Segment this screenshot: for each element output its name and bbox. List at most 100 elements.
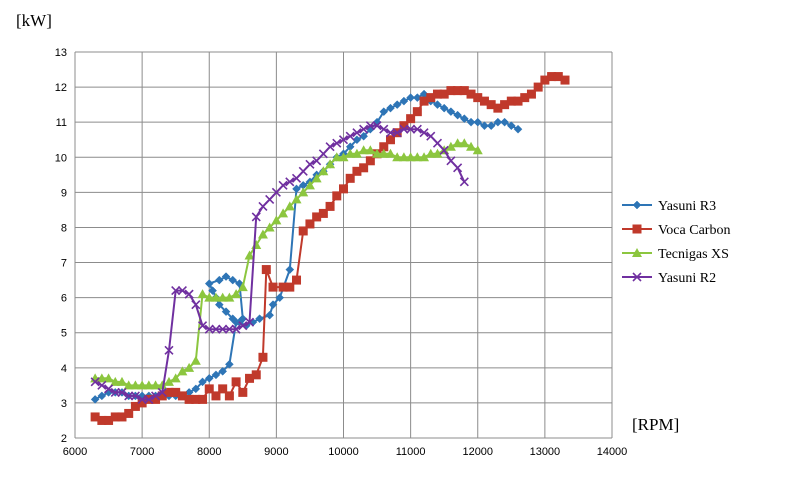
data-point-marker — [513, 124, 523, 134]
data-point-marker — [500, 100, 510, 110]
legend-label: Tecnigas XS — [658, 247, 729, 262]
x-tick-label: 12000 — [462, 446, 493, 458]
data-point-marker — [365, 121, 375, 131]
data-point-marker — [359, 124, 369, 134]
data-point-marker — [278, 282, 288, 292]
data-point-marker — [533, 82, 543, 92]
data-point-marker — [632, 200, 642, 210]
data-point-marker — [275, 293, 285, 302]
data-point-marker — [245, 373, 255, 383]
data-point-marker — [331, 152, 342, 162]
legend-label: Yasuni R2 — [658, 271, 716, 286]
data-point-marker — [96, 373, 107, 383]
y-tick-label: 2 — [61, 433, 67, 445]
series-tecnigas-xs — [90, 138, 483, 390]
legend: Yasuni R3 Voca Carbon Tecnigas XS Yasuni R2 — [622, 199, 730, 286]
data-point-marker — [271, 215, 282, 225]
data-point-marker — [352, 166, 362, 176]
data-point-marker — [398, 152, 409, 162]
data-point-marker — [292, 275, 302, 285]
data-point-marker — [412, 124, 422, 134]
data-point-marker — [284, 201, 295, 211]
data-point-marker — [231, 324, 241, 334]
data-point-marker — [171, 286, 181, 296]
data-point-marker — [137, 398, 147, 408]
data-point-marker — [163, 376, 174, 386]
x-tick-label: 10000 — [328, 446, 359, 458]
data-point-marker — [211, 370, 221, 380]
data-point-marker — [305, 219, 315, 229]
data-point-marker — [432, 148, 443, 158]
data-point-marker — [399, 96, 409, 106]
data-point-marker — [453, 86, 463, 96]
data-point-marker — [432, 89, 442, 99]
data-point-marker — [459, 86, 469, 96]
data-point-marker — [526, 89, 536, 99]
data-point-marker — [379, 107, 389, 117]
data-point-marker — [452, 138, 463, 148]
data-point-marker — [184, 289, 194, 299]
data-point-marker — [466, 117, 476, 127]
data-point-marker — [184, 394, 194, 404]
data-point-marker — [425, 148, 436, 158]
data-point-marker — [439, 89, 449, 99]
series-yasuni-r3 — [90, 89, 523, 404]
legend-item: Yasuni R3 — [622, 199, 716, 214]
legend-item: Tecnigas XS — [622, 247, 729, 262]
data-point-marker — [204, 324, 214, 334]
data-point-marker — [198, 377, 207, 387]
data-point-marker — [493, 117, 503, 127]
data-point-marker — [228, 275, 238, 285]
data-point-marker — [257, 229, 268, 239]
data-point-marker — [312, 156, 322, 166]
x-tick-label: 9000 — [264, 446, 288, 458]
data-point-marker — [264, 222, 275, 232]
data-point-marker — [486, 121, 496, 131]
data-point-marker — [472, 145, 483, 155]
data-point-marker — [278, 180, 288, 190]
data-point-marker — [560, 75, 570, 85]
data-point-marker — [224, 324, 234, 334]
data-point-marker — [547, 72, 557, 82]
data-point-marker — [292, 184, 301, 194]
data-point-marker — [150, 380, 161, 390]
data-point-marker — [419, 96, 429, 106]
data-point-marker — [228, 314, 238, 324]
data-point-marker — [332, 138, 342, 148]
y-tick-label: 8 — [61, 222, 67, 234]
data-point-marker — [204, 384, 214, 394]
data-point-marker — [466, 141, 477, 151]
data-point-marker — [419, 152, 430, 162]
data-point-marker — [197, 289, 208, 299]
data-point-marker — [358, 145, 369, 155]
data-point-marker — [184, 362, 195, 372]
x-tick-label: 6000 — [63, 446, 87, 458]
data-point-marker — [214, 275, 224, 285]
data-point-marker — [123, 380, 134, 390]
data-point-marker — [211, 324, 221, 334]
data-point-marker — [221, 272, 231, 281]
data-point-marker — [385, 128, 396, 138]
data-point-marker — [372, 121, 382, 131]
data-point-marker — [97, 380, 107, 390]
data-point-marker — [291, 173, 302, 183]
data-point-marker — [124, 408, 134, 418]
data-point-marker — [244, 317, 255, 327]
data-point-marker — [325, 201, 335, 211]
data-point-marker — [311, 173, 322, 183]
data-point-marker — [520, 93, 530, 103]
data-point-marker — [379, 142, 389, 152]
y-tick-label: 7 — [61, 258, 67, 270]
data-point-marker — [486, 100, 496, 110]
data-point-marker — [255, 314, 264, 324]
data-point-marker — [399, 121, 409, 131]
data-point-marker — [218, 384, 228, 394]
data-point-marker — [268, 282, 278, 292]
y-tick-label: 12 — [55, 82, 67, 94]
data-point-marker — [291, 194, 302, 204]
data-point-marker — [231, 289, 242, 299]
data-point-marker — [405, 152, 416, 162]
x-tick-label: 8000 — [197, 446, 221, 458]
data-point-marker — [110, 376, 121, 386]
data-point-marker — [632, 248, 642, 257]
